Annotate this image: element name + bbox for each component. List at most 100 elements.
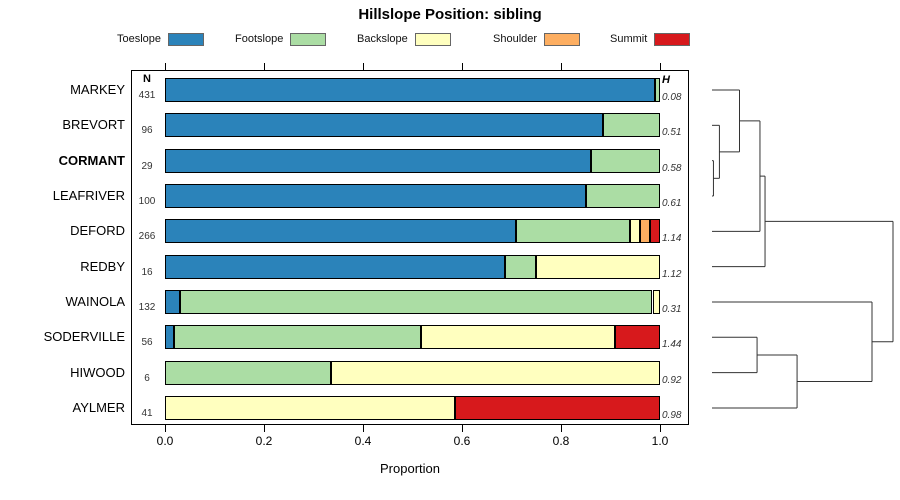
bar-segment-backslope	[536, 254, 661, 279]
bar-segment-summit	[615, 325, 660, 350]
h-value: 0.92	[662, 374, 682, 386]
legend-swatch-summit	[654, 32, 691, 46]
bar-segment-backslope	[330, 360, 660, 385]
bar-redby	[165, 254, 661, 279]
h-value: 1.12	[662, 268, 682, 280]
bar-segment-footslope	[179, 289, 653, 314]
bar-segment-toeslope	[165, 254, 506, 279]
n-value: 41	[141, 407, 153, 419]
legend-label: Shoulder	[493, 33, 538, 45]
bar-soderville	[165, 325, 660, 350]
bar-segment-toeslope	[165, 113, 604, 138]
bar-leafriver	[165, 183, 661, 208]
x-tick-label: 0.0	[156, 434, 174, 448]
bar-segment-shoulder	[640, 219, 651, 244]
legend-item-backslope: Backslope	[357, 31, 451, 47]
bar-segment-footslope	[505, 254, 537, 279]
h-value: 0.61	[662, 197, 682, 209]
row-label-wainola: WAINOLA	[65, 293, 125, 309]
n-value: 16	[141, 266, 153, 278]
bar-segment-summit	[454, 395, 660, 420]
legend-label: Toeslope	[117, 33, 162, 45]
bar-segment-footslope	[590, 148, 660, 173]
n-value: 266	[138, 231, 156, 243]
n-value: 100	[138, 195, 156, 207]
x-tick	[660, 425, 661, 432]
bar-segment-toeslope	[165, 148, 591, 173]
bar-segment-toeslope	[165, 219, 517, 244]
legend-item-footslope: Footslope	[235, 31, 327, 47]
h-value: 0.08	[662, 92, 682, 103]
x-tick-label: 0.4	[354, 434, 372, 448]
x-tick	[561, 425, 562, 432]
x-tick-top	[264, 63, 265, 70]
chart-title: Hillslope Position: sibling	[358, 6, 542, 23]
x-tick-top	[462, 63, 463, 70]
x-tick-top	[363, 63, 364, 70]
bar-segment-toeslope	[165, 78, 656, 102]
row-label-deford: DEFORD	[70, 223, 125, 239]
row-label-brevort: BREVORT	[62, 117, 125, 133]
bar-segment-backslope	[421, 325, 616, 350]
x-tick-top	[165, 63, 166, 70]
legend-item-shoulder: Shoulder	[493, 31, 581, 47]
x-tick-label: 0.8	[552, 434, 570, 448]
row-label-redby: REDBY	[80, 258, 125, 274]
h-value: 0.98	[662, 409, 682, 421]
x-tick-top	[561, 63, 562, 70]
legend-item-toeslope: Toeslope	[117, 31, 205, 47]
n-value: 431	[138, 90, 156, 101]
x-axis-label: Proportion	[380, 461, 440, 476]
legend-swatch-shoulder	[544, 32, 581, 46]
h-value: 1.14	[662, 233, 682, 245]
x-tick-label: 1.0	[651, 434, 669, 448]
h-value: 0.58	[662, 162, 682, 174]
bar-segment-toeslope	[165, 289, 180, 314]
bar-segment-footslope	[516, 219, 631, 244]
bar-segment-summit	[650, 219, 660, 244]
legend-label: Backslope	[357, 33, 408, 45]
bar-cormant	[165, 148, 660, 173]
bar-segment-backslope	[652, 289, 660, 314]
row-label-leafriver: LEAFRIVER	[52, 187, 125, 203]
row-label-markey: MARKEY	[70, 82, 125, 97]
n-column-header: N	[143, 73, 151, 85]
h-value: 0.51	[662, 127, 682, 139]
x-tick	[462, 425, 463, 432]
n-value: 132	[138, 301, 156, 313]
bar-segment-toeslope	[165, 183, 586, 208]
legend-swatch-toeslope	[168, 32, 205, 46]
bar-segment-backslope	[165, 395, 455, 420]
bar-hiwood	[165, 360, 660, 385]
bar-deford	[165, 219, 660, 244]
bar-segment-footslope	[603, 113, 660, 138]
bar-segment-footslope	[165, 360, 331, 385]
x-tick	[264, 425, 265, 432]
h-value: 0.31	[662, 303, 682, 315]
bar-brevort	[165, 113, 660, 138]
x-tick-label: 0.2	[255, 434, 273, 448]
row-label-hiwood: HIWOOD	[70, 364, 125, 380]
bar-segment-footslope	[655, 78, 661, 102]
h-column-header: H	[662, 74, 670, 86]
n-value: 96	[141, 125, 153, 137]
h-value: 1.44	[662, 339, 682, 351]
row-label-cormant: CORMANT	[58, 152, 125, 168]
bar-aylmer	[165, 395, 660, 420]
legend-swatch-footslope	[290, 32, 327, 46]
n-value: 56	[141, 337, 153, 349]
bar-segment-footslope	[585, 183, 661, 208]
x-tick	[363, 425, 364, 432]
n-value: 29	[141, 160, 153, 172]
n-value: 6	[144, 372, 150, 384]
x-tick-top	[660, 63, 661, 70]
row-label-aylmer: AYLMER	[72, 399, 126, 415]
x-tick	[165, 425, 166, 432]
bar-wainola	[165, 289, 660, 314]
legend-swatch-backslope	[414, 32, 451, 46]
legend-label: Footslope	[235, 33, 284, 45]
bar-segment-footslope	[173, 325, 422, 350]
legend-label: Summit	[610, 33, 648, 45]
legend-item-summit: Summit	[610, 31, 691, 47]
